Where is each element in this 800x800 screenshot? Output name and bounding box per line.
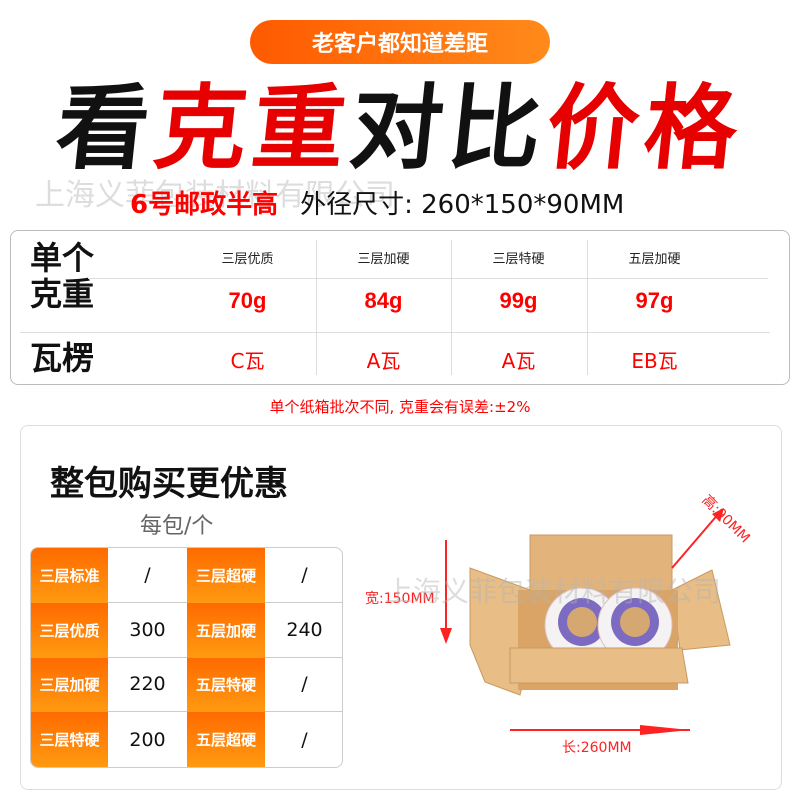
price-label: 五层特硬 — [187, 657, 265, 713]
width-label: 宽:150MM — [365, 591, 435, 607]
price-value: / — [301, 728, 308, 751]
headline-part: 克重 — [149, 74, 357, 182]
price-label: 三层超硬 — [187, 548, 265, 603]
box-illustration — [440, 508, 731, 735]
flute-value: A瓦 — [366, 349, 401, 373]
price-label: 三层特硬 — [31, 712, 108, 767]
bulk-price-table: 三层标准 / 三层超硬 / 三层优质 300 五层加硬 240 三层加硬 220… — [30, 547, 343, 768]
price-value: / — [265, 658, 342, 713]
divider — [20, 332, 770, 333]
bulk-panel — [20, 425, 782, 790]
headline-part: 价格 — [541, 74, 749, 182]
row-label-weight: 单个克重 — [30, 239, 95, 313]
headline: 看 克重 对比 价格 — [0, 74, 800, 182]
price-label: 三层优质 — [31, 602, 108, 658]
price-label: 五层超硬 — [187, 712, 265, 767]
flute-value: A瓦 — [501, 349, 536, 373]
tape-roll-right — [597, 587, 673, 663]
length-label: 长:260MM — [562, 740, 632, 756]
banner-pill: 老客户都知道差距 — [250, 20, 550, 64]
divider — [451, 240, 452, 375]
headline-part: 看 — [51, 74, 161, 182]
price-label: 三层标准 — [31, 548, 108, 603]
price-value: 220 — [108, 658, 187, 713]
weight-value: 97g — [635, 288, 674, 313]
weight-tolerance-note: 单个纸箱批次不同, 克重会有误差:±2% — [269, 398, 531, 416]
bulk-unit: 每包/个 — [140, 514, 214, 539]
price-label: 三层加硬 — [31, 657, 108, 713]
weight-value: 99g — [499, 288, 538, 313]
divider — [587, 240, 588, 375]
flute-value: C瓦 — [230, 349, 265, 373]
divider — [316, 240, 317, 375]
price-value: / — [108, 548, 187, 603]
price-value: / — [265, 548, 342, 603]
subtitle: 6号邮政半高 外径尺寸: 260*150*90MM — [130, 184, 624, 221]
column-header: 三层优质 — [221, 252, 274, 267]
watermark: 上海义菲包装材料有限公司 — [385, 575, 722, 608]
column-header: 五层加硬 — [628, 252, 681, 267]
flute-value: EB瓦 — [631, 349, 678, 373]
headline-part: 对比 — [345, 74, 553, 182]
bulk-title: 整包购买更优惠 — [50, 464, 288, 504]
price-value: 300 — [108, 603, 187, 658]
watermark: 上海义菲包装材料有限公司 — [35, 178, 395, 213]
model-name: 6号邮政半高 — [130, 190, 279, 220]
outer-size: 外径尺寸: 260*150*90MM — [300, 190, 625, 220]
column-header: 三层加硬 — [357, 252, 410, 267]
price-value: 200 — [129, 728, 166, 751]
weight-value: 84g — [364, 288, 403, 313]
price-value: 240 — [265, 603, 342, 658]
box-front-panel — [509, 647, 689, 684]
column-header: 三层特硬 — [492, 252, 545, 267]
weight-value: 70g — [228, 288, 267, 313]
tape-roll-left — [544, 587, 620, 663]
weight-table — [10, 230, 790, 385]
row-label-flute: 瓦楞 — [30, 339, 95, 377]
price-label: 五层加硬 — [187, 602, 265, 658]
divider — [88, 278, 768, 279]
